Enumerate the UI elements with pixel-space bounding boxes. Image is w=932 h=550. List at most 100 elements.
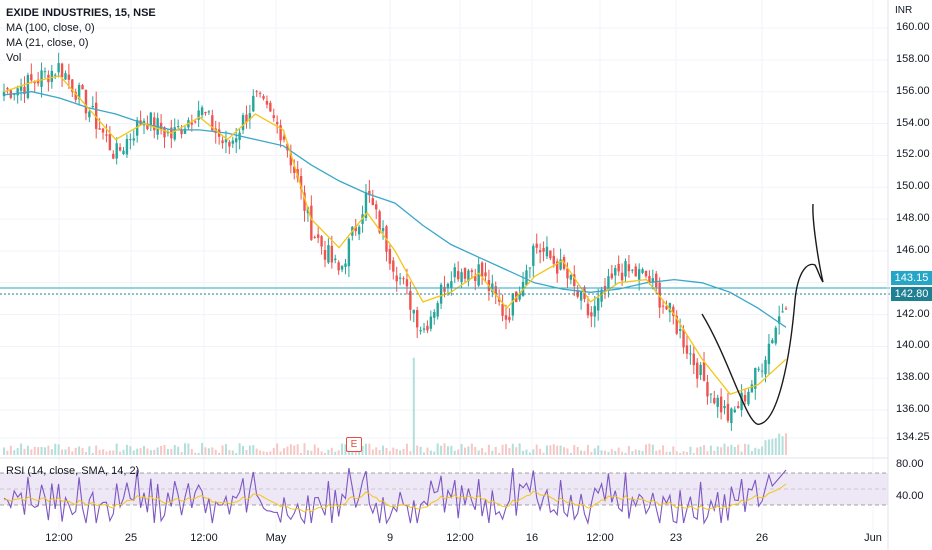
candle-body xyxy=(265,100,269,105)
rsi-ma-line xyxy=(4,483,787,513)
symbol-title[interactable]: EXIDE INDUSTRIES, 15, NSE xyxy=(6,7,156,19)
volume-bar xyxy=(689,446,692,455)
candle-body xyxy=(634,266,637,277)
candle-body xyxy=(228,141,231,147)
volume-bar xyxy=(487,444,490,455)
volume-bar xyxy=(757,448,760,455)
volume-bar xyxy=(720,447,723,455)
candle-body xyxy=(730,408,733,424)
price-tick: 140.00 xyxy=(896,339,930,352)
candle-body xyxy=(429,316,433,329)
candle-body xyxy=(269,102,272,112)
candle-body xyxy=(84,89,88,114)
volume-bar xyxy=(108,450,111,455)
candle-body xyxy=(726,403,730,421)
volume-bar xyxy=(320,451,323,455)
volume-bar xyxy=(744,443,747,455)
candle-body xyxy=(409,290,412,310)
candle-body xyxy=(682,329,685,348)
ma21-line xyxy=(3,75,787,395)
candle-body xyxy=(678,329,682,331)
candle-body xyxy=(98,128,101,130)
rsi-legend[interactable]: RSI (14, close, SMA, 14, 2) xyxy=(6,465,140,477)
candle-body xyxy=(13,93,16,95)
candle-body xyxy=(67,74,71,80)
candle-body xyxy=(255,91,258,93)
candle-body xyxy=(272,115,275,119)
volume-bar xyxy=(532,449,535,455)
volume-bar xyxy=(235,452,238,455)
candle-body xyxy=(556,261,559,274)
price-tick: 160.00 xyxy=(896,21,930,33)
volume-bar xyxy=(754,447,757,455)
ma100-legend[interactable]: MA (100, close, 0) xyxy=(6,22,95,34)
volume-bar xyxy=(761,446,764,455)
volume-bar xyxy=(71,451,74,455)
last-price-tag: 143.15 xyxy=(891,271,932,285)
candle-body xyxy=(743,395,747,402)
candle-body xyxy=(105,134,108,136)
candle-body xyxy=(282,136,286,140)
volume-bar xyxy=(709,445,712,455)
candle-body xyxy=(398,277,402,279)
volume-legend[interactable]: Vol xyxy=(6,52,22,64)
volume-bar xyxy=(740,451,743,455)
volume-bar xyxy=(327,449,330,455)
volume-bar xyxy=(580,450,583,455)
volume-bar xyxy=(170,448,173,455)
time-tick: Jun xyxy=(864,532,882,544)
volume-bar xyxy=(20,443,23,455)
volume-bar xyxy=(392,447,395,455)
candle-body xyxy=(320,236,323,247)
volume-bar xyxy=(33,446,36,455)
volume-bar xyxy=(187,443,190,455)
candle-body xyxy=(30,74,33,81)
volume-bar xyxy=(180,452,183,455)
volume-bar xyxy=(303,443,306,455)
candle-body xyxy=(252,95,255,112)
volume-bar xyxy=(207,448,210,455)
volume-bar xyxy=(610,449,613,455)
volume-bar xyxy=(317,447,320,455)
volume-bar xyxy=(638,450,641,455)
volume-bar xyxy=(726,446,729,455)
candle-body xyxy=(675,315,678,334)
volume-bar xyxy=(672,446,675,455)
candle-body xyxy=(538,250,542,253)
volume-bar xyxy=(593,448,596,455)
volume-bar xyxy=(323,452,326,455)
candle-body xyxy=(211,115,214,131)
volume-bar xyxy=(399,450,402,455)
candle-body xyxy=(774,327,777,344)
volume-bar xyxy=(559,445,562,455)
price-tick: 138.00 xyxy=(896,371,930,384)
price-tick: 146.00 xyxy=(896,243,930,256)
ma21-legend[interactable]: MA (21, close, 0) xyxy=(6,37,89,49)
candle-body xyxy=(723,406,726,409)
time-tick: May xyxy=(265,532,287,544)
volume-bar xyxy=(361,446,364,455)
candle-body xyxy=(91,106,94,108)
volume-bar xyxy=(153,449,156,455)
candle-body xyxy=(651,278,655,282)
candle-body xyxy=(771,340,774,344)
candle-body xyxy=(443,286,446,292)
volume-bar xyxy=(511,443,514,455)
price-tick: 148.00 xyxy=(896,212,930,225)
candle-body xyxy=(122,150,125,154)
volume-bar xyxy=(382,445,385,455)
volume-bar xyxy=(457,449,460,455)
earnings-marker[interactable]: E xyxy=(346,437,362,452)
candle-body xyxy=(637,269,641,280)
candle-body xyxy=(371,198,375,206)
candle-body xyxy=(296,169,299,179)
ma-price-tag: 142.80 xyxy=(891,287,932,301)
candle-body xyxy=(736,405,740,409)
volume-bar xyxy=(518,443,521,455)
volume-bar xyxy=(163,445,166,455)
candle-body xyxy=(375,204,378,210)
candle-body xyxy=(368,190,371,196)
candle-body xyxy=(460,272,463,283)
candle-body xyxy=(692,353,695,366)
